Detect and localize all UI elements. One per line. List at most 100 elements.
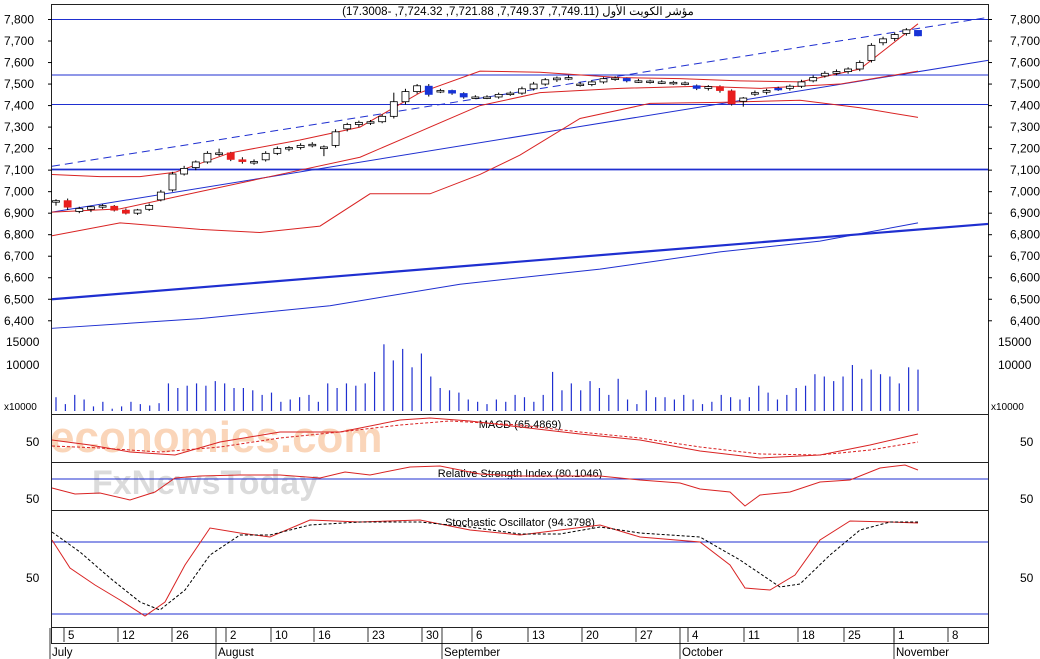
candle-body bbox=[646, 80, 654, 83]
candle-body bbox=[611, 77, 620, 80]
candle-body bbox=[87, 206, 95, 210]
candle-body bbox=[820, 72, 829, 77]
stoch-d-line bbox=[51, 521, 918, 611]
candle-body bbox=[226, 152, 235, 160]
candle-body bbox=[669, 81, 678, 85]
month-label: August bbox=[218, 647, 255, 659]
candle-body bbox=[354, 121, 363, 125]
price-tick-label-left: 7,000 bbox=[4, 185, 34, 199]
price-tick-label-left: 6,900 bbox=[4, 206, 34, 220]
price-tick-label-right: 6,400 bbox=[1010, 314, 1040, 328]
day-tick-label: 4 bbox=[692, 630, 699, 642]
price-tick-label-left: 7,800 bbox=[4, 13, 34, 27]
stoch-tick-right: 50 bbox=[1020, 571, 1034, 585]
candle-body bbox=[238, 159, 247, 162]
candle-body bbox=[599, 78, 608, 83]
day-tick-label: 12 bbox=[122, 630, 135, 642]
candles bbox=[52, 28, 922, 215]
candle-body bbox=[483, 96, 491, 99]
stochastic-pane: Stochastic Oscillator (94.3798) 50 50 bbox=[26, 517, 1034, 617]
price-tick-label-right: 6,900 bbox=[1010, 206, 1040, 220]
price-tick-label-right: 7,400 bbox=[1010, 99, 1040, 113]
candle-body bbox=[203, 152, 212, 163]
volume-tick-left: 10000 bbox=[6, 358, 40, 372]
candle-body bbox=[413, 85, 422, 92]
candle-body bbox=[448, 90, 456, 94]
day-tick-label: 26 bbox=[176, 630, 189, 642]
watermark: economies.com FxNewsToday bbox=[50, 413, 383, 502]
rsi-line bbox=[51, 464, 919, 507]
price-tick-label-right: 6,800 bbox=[1010, 228, 1040, 242]
candle-body bbox=[285, 147, 293, 150]
candle-body bbox=[156, 191, 165, 201]
day-tick-label: 13 bbox=[532, 630, 545, 642]
price-tick-label-left: 6,800 bbox=[4, 228, 34, 242]
candle-body bbox=[308, 143, 317, 147]
month-label: July bbox=[52, 647, 73, 659]
price-tick-label-left: 7,300 bbox=[4, 120, 34, 134]
candle-body bbox=[564, 77, 573, 80]
pane-frames bbox=[51, 4, 989, 644]
rsi-tick-right: 50 bbox=[1020, 492, 1034, 506]
day-tick-label: 5 bbox=[68, 630, 74, 642]
candle-body bbox=[343, 124, 352, 130]
day-tick-label: 30 bbox=[426, 630, 439, 642]
stoch-label: Stochastic Oscillator (94.3798) bbox=[445, 517, 595, 529]
trend-line-channel bbox=[51, 59, 989, 213]
price-tick-label-right: 7,600 bbox=[1010, 56, 1040, 70]
candle-body bbox=[168, 173, 177, 191]
month-label: October bbox=[682, 647, 723, 659]
candle-body bbox=[762, 90, 771, 93]
candle-body bbox=[751, 92, 759, 95]
price-tick-label-right: 6,700 bbox=[1010, 249, 1040, 263]
candle-body bbox=[890, 34, 899, 39]
moving-average-line bbox=[51, 222, 919, 329]
macd-line bbox=[51, 417, 919, 459]
volume-bars: 10000 10000 15000 15000 bbox=[6, 335, 1032, 411]
macd-pane: MACD (65.4869) 50 50 bbox=[26, 417, 1034, 459]
price-tick-label-left: 6,600 bbox=[4, 271, 34, 285]
candle-body bbox=[809, 77, 818, 82]
candle-body bbox=[704, 86, 713, 89]
candle-body bbox=[785, 85, 794, 89]
candle-body bbox=[261, 152, 270, 161]
candle-body bbox=[424, 85, 433, 95]
candle-body bbox=[494, 93, 503, 98]
month-label: September bbox=[444, 647, 500, 659]
stoch-tick-left: 50 bbox=[26, 571, 40, 585]
candle-body bbox=[436, 90, 445, 93]
candle-body bbox=[844, 68, 853, 72]
candle-body bbox=[110, 205, 119, 211]
candle-body bbox=[587, 81, 596, 85]
month-label: November bbox=[896, 647, 949, 659]
candle-body bbox=[250, 161, 258, 164]
candle-body bbox=[459, 93, 468, 98]
candle-body bbox=[879, 38, 887, 44]
price-tick-label-right: 6,600 bbox=[1010, 271, 1040, 285]
chart-title: مؤشر الكويت الأول (7,749.11, 7,749.37, 7… bbox=[342, 3, 694, 18]
watermark-economies: economies.com bbox=[50, 413, 383, 462]
candle-body bbox=[389, 101, 398, 117]
candle-body bbox=[215, 152, 223, 155]
volume-tick-left: 15000 bbox=[6, 335, 40, 349]
candle-body bbox=[366, 121, 375, 124]
day-tick-label: 18 bbox=[802, 630, 815, 642]
price-tick-label-left: 6,500 bbox=[4, 292, 34, 306]
candle-body bbox=[657, 81, 666, 84]
day-tick-label: 11 bbox=[748, 630, 760, 642]
candle-body bbox=[681, 82, 689, 85]
candle-body bbox=[716, 86, 724, 91]
candle-body bbox=[296, 144, 305, 148]
macd-signal-line bbox=[51, 420, 919, 456]
candle-body bbox=[121, 209, 130, 214]
price-tick-label-left: 7,700 bbox=[4, 34, 34, 48]
price-tick-label-right: 6,500 bbox=[1010, 292, 1040, 306]
candle-body bbox=[832, 71, 841, 74]
price-tick-label-left: 7,200 bbox=[4, 142, 34, 156]
day-tick-label: 1 bbox=[898, 630, 904, 642]
xaxis-frame bbox=[51, 627, 989, 644]
candle-body bbox=[401, 91, 410, 103]
price-tick-label-right: 7,800 bbox=[1010, 13, 1040, 27]
